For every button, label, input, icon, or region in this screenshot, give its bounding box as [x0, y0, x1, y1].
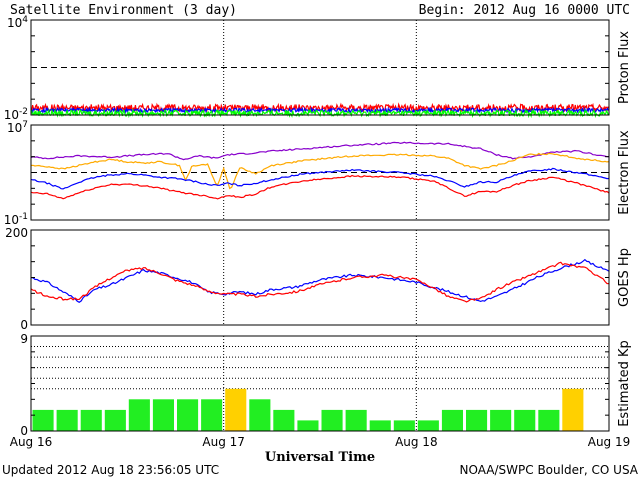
y-tick-label: 107	[7, 120, 28, 135]
kp-bar-21	[538, 409, 560, 431]
y-tick-label: 10-2	[4, 107, 28, 122]
begin-label: Begin: 2012 Aug 16 0000 UTC	[419, 3, 630, 18]
x-tick-label: Aug 16	[10, 435, 53, 449]
kp-bar-10	[273, 409, 295, 431]
y-tick-label: 200	[5, 226, 28, 240]
series-line-blue	[30, 258, 610, 304]
kp-bar-17	[441, 409, 463, 431]
y-tick-label: 9	[20, 332, 28, 346]
kp-bar-4	[128, 399, 150, 431]
x-tick-label: Aug 17	[202, 435, 245, 449]
y-tick-label: 0	[20, 424, 28, 438]
kp-bar-20	[514, 409, 536, 431]
kp-bar-1	[56, 409, 78, 431]
y-axis-label: GOES Hp	[617, 248, 632, 307]
kp-bar-2	[80, 409, 102, 431]
kp-bar-14	[369, 420, 391, 431]
series-line-red	[30, 174, 610, 200]
chart-panels: 104 10-2 Proton Flux 107 10-1 Electron Flux 20…	[4, 15, 632, 438]
y-axis-label: Estimated Kp	[617, 340, 632, 427]
x-axis-ticks: Aug 16 Aug 17 Aug 18 Aug 19	[10, 435, 631, 449]
kp-bar-13	[345, 409, 367, 431]
panel-estimated-kp: 9 0 Estimated Kp	[20, 332, 632, 438]
kp-bar-6	[177, 399, 199, 431]
kp-bar-19	[490, 409, 512, 431]
panel-proton-flux: 104 10-2 Proton Flux	[4, 15, 632, 122]
kp-bar-16	[417, 420, 439, 431]
kp-bar-18	[466, 409, 488, 431]
y-axis-label: Proton Flux	[617, 31, 632, 104]
kp-bar-5	[152, 399, 174, 431]
kp-bar-12	[321, 409, 343, 431]
kp-bar-11	[297, 420, 319, 431]
noaa-credit: NOAA/SWPC Boulder, CO USA	[460, 463, 639, 477]
updated-timestamp: Updated 2012 Aug 18 23:56:05 UTC	[2, 463, 219, 477]
chart-title: Satellite Environment (3 day)	[10, 3, 237, 18]
kp-bar-3	[104, 409, 126, 431]
kp-bar-0	[32, 409, 54, 431]
series-line-blue	[30, 106, 609, 115]
panel-electron-flux: 107 10-1 Electron Flux	[4, 120, 632, 227]
kp-bar-15	[393, 420, 415, 431]
panel-goes-hp: 200 0 GOES Hp	[5, 226, 632, 332]
y-tick-label: 104	[7, 15, 28, 30]
series-line-orange	[30, 152, 610, 190]
x-tick-label: Aug 18	[395, 435, 438, 449]
y-tick-label: 0	[20, 318, 28, 332]
kp-bar-7	[201, 399, 223, 431]
series-line-blue	[30, 167, 610, 190]
x-tick-label: Aug 19	[588, 435, 631, 449]
series-line-purple	[30, 141, 610, 161]
kp-bar-8	[225, 388, 247, 431]
kp-bar-9	[249, 399, 271, 431]
x-axis-label: Universal Time	[265, 450, 375, 465]
y-tick-label: 10-1	[4, 212, 28, 227]
kp-bar-22	[562, 388, 584, 431]
series-line-red	[30, 261, 610, 303]
y-axis-label: Electron Flux	[617, 130, 632, 215]
